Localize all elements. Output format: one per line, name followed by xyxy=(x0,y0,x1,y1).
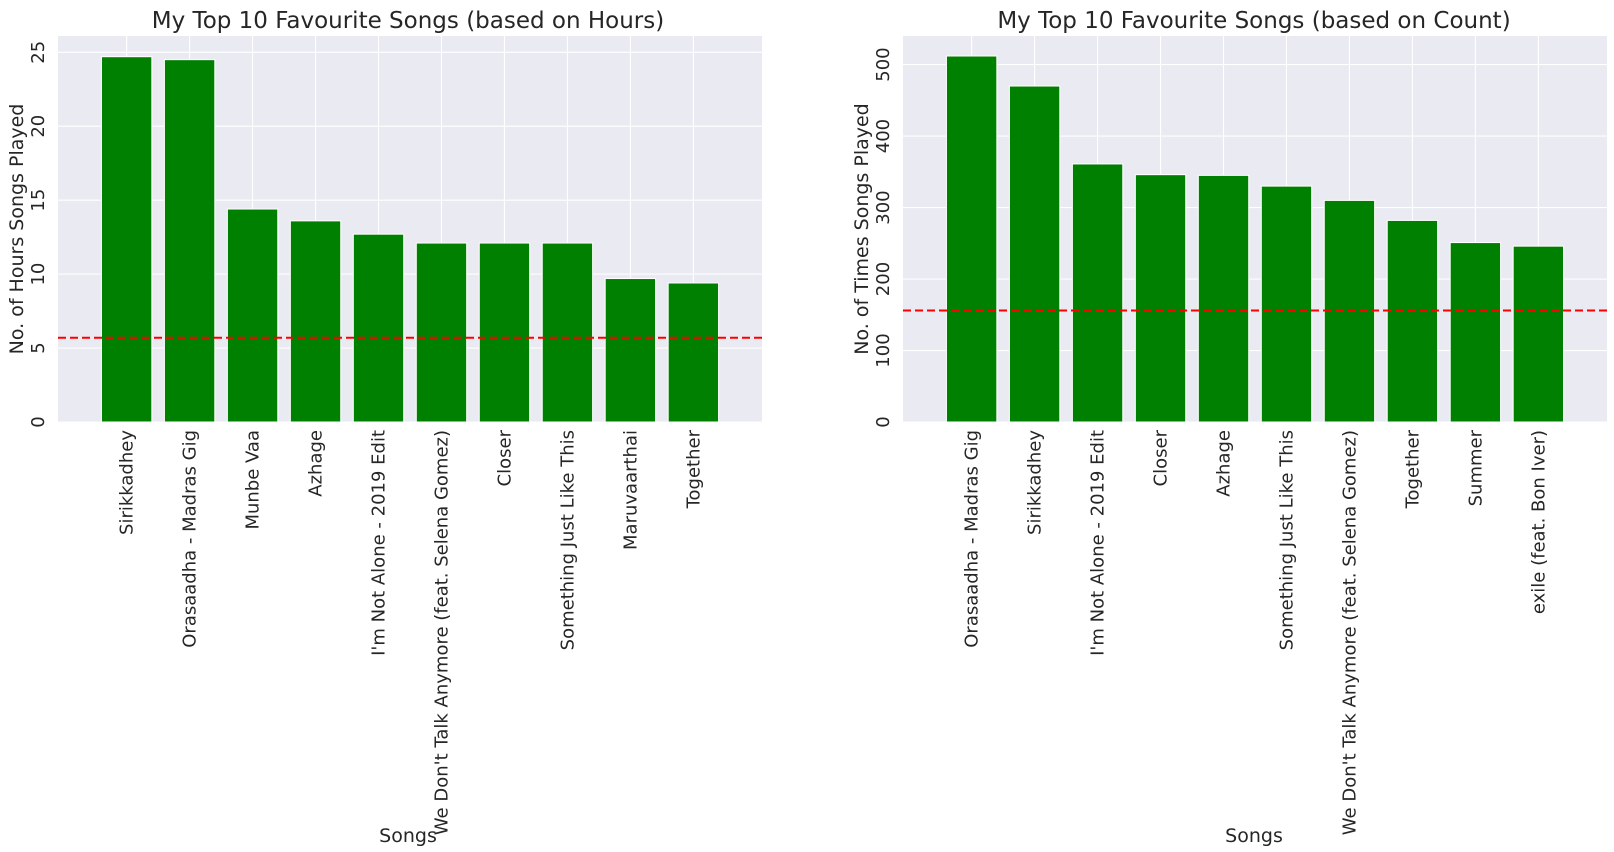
bar xyxy=(1386,219,1439,423)
bar xyxy=(1134,174,1187,423)
y-ticks: 0 100 200 300 400 500 xyxy=(873,47,894,427)
x-tick-label: I'm Not Alone - 2019 Edit xyxy=(369,430,390,656)
x-tick-label: We Don't Talk Anymore (feat. Selena Gome… xyxy=(1339,430,1360,835)
y-tick-label: 25 xyxy=(28,41,49,64)
bar xyxy=(415,242,468,423)
x-tick-label: Maruvaarthai xyxy=(620,430,641,550)
bar xyxy=(226,208,279,423)
y-tick-label: 500 xyxy=(873,47,894,81)
bar xyxy=(667,282,720,423)
x-tick-label: Something Just Like This xyxy=(557,430,578,650)
x-tick-label: Together xyxy=(683,429,704,509)
bar xyxy=(1512,245,1565,423)
x-tick-label: Orasaadha - Madras Gig xyxy=(962,430,983,648)
bar xyxy=(289,220,342,423)
x-tick-label: Summer xyxy=(1465,429,1486,506)
bar xyxy=(1197,174,1250,423)
x-tick-label: Azhage xyxy=(1214,430,1235,497)
y-tick-label: 20 xyxy=(28,115,49,138)
bar xyxy=(1449,242,1502,423)
y-tick-label: 300 xyxy=(873,190,894,224)
bar xyxy=(945,55,998,423)
x-tick-label: Munbe Vaa xyxy=(243,430,264,530)
bar xyxy=(163,59,216,423)
x-tick-label: Something Just Like This xyxy=(1276,430,1297,650)
bar xyxy=(604,278,657,423)
y-tick-label: 15 xyxy=(28,189,49,212)
y-axis-label: No. of Hours Songs Played xyxy=(6,104,28,355)
x-tick-label: I'm Not Alone - 2019 Edit xyxy=(1088,430,1109,656)
y-tick-label: 10 xyxy=(28,263,49,286)
y-tick-label: 0 xyxy=(28,416,49,427)
x-tick-label: Azhage xyxy=(306,430,327,497)
x-ticks: Sirikkadhey Orasaadha - Madras Gig Munbe V… xyxy=(117,429,705,835)
x-tick-label: Orasaadha - Madras Gig xyxy=(180,430,201,648)
x-ticks: Orasaadha - Madras Gig Sirikkadhey I'm Not… xyxy=(962,429,1550,835)
chart-panel-right: My Top 10 Favourite Songs (based on Coun… xyxy=(851,8,1607,847)
bar xyxy=(1071,163,1124,423)
chart-panel-left: My Top 10 Favourite Songs (based on Hour… xyxy=(6,8,762,847)
y-tick-label: 400 xyxy=(873,119,894,153)
chart-title: My Top 10 Favourite Songs (based on Hour… xyxy=(152,8,664,34)
bar xyxy=(100,56,153,423)
bar xyxy=(541,242,594,423)
bar xyxy=(478,242,531,423)
y-tick-label: 200 xyxy=(873,262,894,296)
bar xyxy=(1260,185,1313,423)
x-axis-label: Songs xyxy=(1225,825,1283,847)
bar xyxy=(1008,85,1061,423)
x-tick-label: Closer xyxy=(494,429,515,486)
x-tick-label: Sirikkadhey xyxy=(1025,430,1046,535)
y-ticks: 0 5 10 15 20 25 xyxy=(28,41,49,428)
bar xyxy=(352,233,405,423)
y-axis-label: No. of Times Songs Played xyxy=(851,103,873,354)
x-tick-label: Closer xyxy=(1151,429,1172,486)
y-tick-label: 0 xyxy=(873,416,894,427)
x-tick-label: We Don't Talk Anymore (feat. Selena Gome… xyxy=(431,430,452,835)
x-tick-label: exile (feat. Bon Iver) xyxy=(1528,430,1549,614)
x-axis-label: Songs xyxy=(379,825,437,847)
y-tick-label: 100 xyxy=(873,333,894,367)
y-tick-label: 5 xyxy=(28,342,49,353)
plot-area xyxy=(58,36,762,422)
plot-area xyxy=(903,36,1607,422)
chart-title: My Top 10 Favourite Songs (based on Coun… xyxy=(997,8,1510,34)
bars xyxy=(100,56,720,423)
x-tick-label: Sirikkadhey xyxy=(117,430,138,535)
x-tick-label: Together xyxy=(1402,429,1423,509)
